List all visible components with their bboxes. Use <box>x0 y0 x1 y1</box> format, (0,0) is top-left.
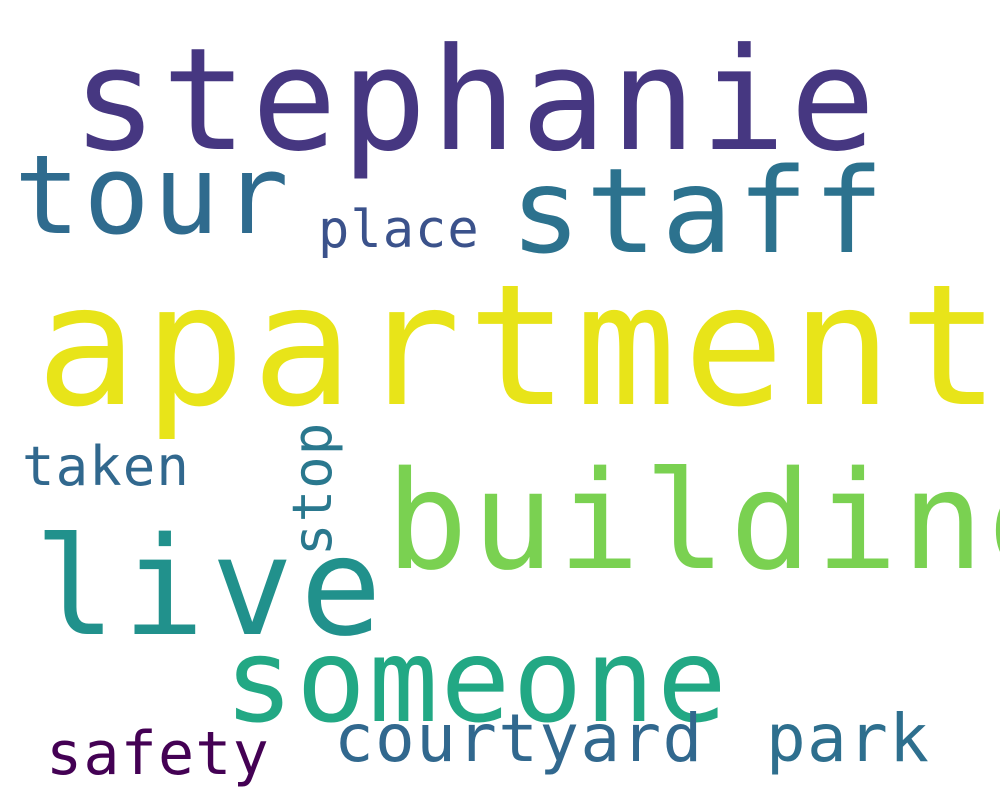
word-safety: safety <box>46 719 270 789</box>
word-stephanie: stephanie <box>72 18 880 183</box>
word-building: building <box>386 443 1000 601</box>
word-courtyard: courtyard <box>334 700 704 777</box>
word-place: place <box>318 200 480 260</box>
word-stop: stop <box>281 421 344 556</box>
word-someone: someone <box>224 614 730 749</box>
word-park: park <box>766 700 931 777</box>
word-staff: staff <box>510 142 889 280</box>
word-taken: taken <box>22 435 190 498</box>
word-live: live <box>34 509 389 667</box>
word-apartment: apartment <box>36 248 1000 444</box>
word-tour: tour <box>14 131 293 259</box>
